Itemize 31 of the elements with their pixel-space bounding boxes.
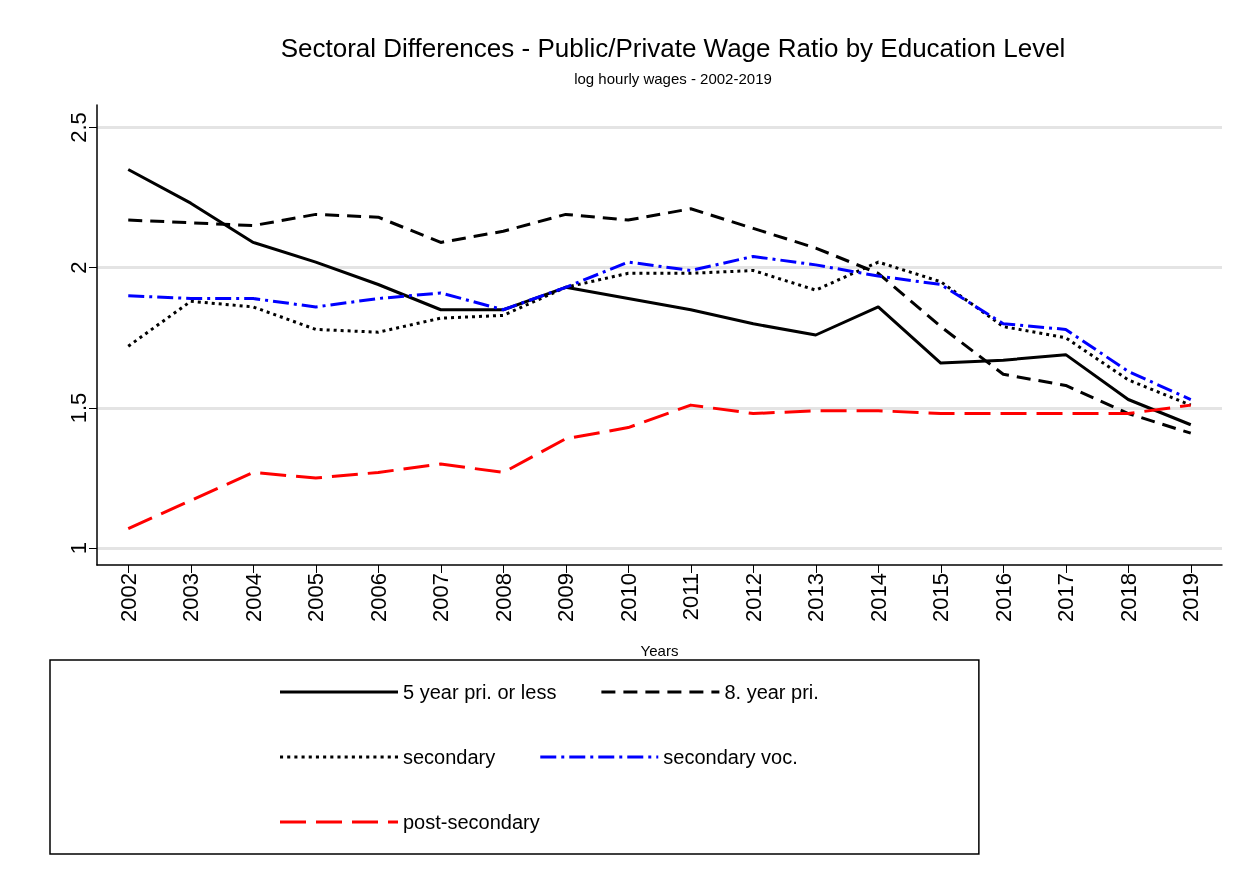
chart-title: Sectoral Differences - Public/Private Wage Ratio by Education Level	[280, 33, 1066, 63]
y-tick-label: 1.5	[65, 392, 91, 424]
x-tick-label: 2013	[803, 573, 829, 622]
x-tick-label: 2006	[365, 573, 391, 622]
x-tick-label: 2009	[553, 573, 579, 622]
legend-label: post-secondary	[403, 811, 540, 833]
x-tick-label: 2007	[428, 573, 454, 622]
x-tick-label: 2011	[678, 573, 704, 621]
x-tick-label: 2014	[865, 573, 891, 622]
x-tick-label: 2003	[178, 573, 204, 622]
x-tick-label: 2012	[740, 573, 766, 622]
y-tick-label: 2	[65, 261, 91, 274]
y-tick-label: 1	[65, 542, 91, 555]
x-tick-label: 2019	[1178, 573, 1204, 622]
legend-label: 5 year pri. or less	[403, 681, 557, 703]
x-tick-label: 2015	[928, 573, 954, 622]
x-tick-label: 2005	[303, 573, 329, 622]
x-tick-label: 2018	[1115, 573, 1141, 622]
line-series	[126, 403, 1193, 531]
x-tick-label: 2002	[115, 573, 141, 622]
x-tick-label: 2008	[490, 573, 516, 622]
x-tick-label: 2004	[240, 573, 266, 622]
x-tick-label: 2017	[1053, 573, 1079, 622]
legend-label: secondary	[403, 746, 496, 768]
chart-subtitle: log hourly wages - 2002-2019	[574, 70, 772, 87]
legend-label: 8. year pri.	[724, 681, 819, 703]
x-tick-label: 2016	[990, 573, 1016, 622]
legend-label: secondary voc.	[663, 746, 798, 768]
y-tick-label: 2.5	[65, 112, 91, 143]
x-axis-title: Years	[640, 642, 679, 659]
x-tick-label: 2010	[615, 573, 641, 622]
